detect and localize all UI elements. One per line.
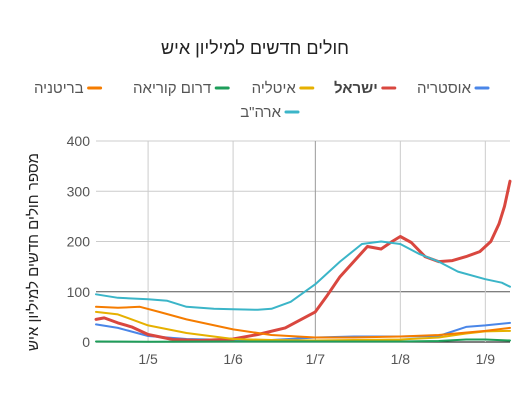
y-axis: 0 100 200 300 400: [67, 133, 91, 350]
legend-label: איטליה: [252, 80, 297, 97]
plot-area: [94, 179, 512, 343]
series-line-5: [95, 240, 511, 311]
x-tick-label: 1/9: [476, 351, 496, 367]
y-tick-label-200: 200: [67, 234, 91, 250]
legend-label: ישראל: [334, 80, 378, 97]
y-tick-label-0: 0: [82, 334, 90, 350]
y-tick-label-100: 100: [67, 284, 91, 300]
x-tick-label: 1/5: [138, 351, 158, 367]
legend-label: ארה"ב: [240, 104, 281, 121]
x-axis: 1/5 1/6 1/7 1/8 1/9: [138, 351, 495, 367]
y-tick-label-300: 300: [67, 183, 91, 199]
x-tick-label: 1/6: [223, 351, 243, 367]
series-line-3: [95, 338, 511, 343]
x-tick-label: 1/8: [391, 351, 411, 367]
y-tick-label-400: 400: [67, 133, 91, 149]
x-tick-label: 1/7: [306, 351, 326, 367]
series-line-4: [95, 305, 511, 339]
chart-title: חולים חדשים למיליון איש: [161, 38, 349, 58]
y-axis-label: מספר חולים חדשים למיליון איש: [25, 153, 42, 351]
legend-label: דרום קוריאה: [133, 80, 211, 97]
legend-label: אוסטריה: [417, 80, 472, 97]
chart-legend: אוסטריה ישראל איטליה דרום קוריאה בריטניה ארה"…: [34, 80, 490, 121]
legend-label: בריטניה: [34, 80, 84, 97]
series-line-1: [94, 179, 512, 342]
